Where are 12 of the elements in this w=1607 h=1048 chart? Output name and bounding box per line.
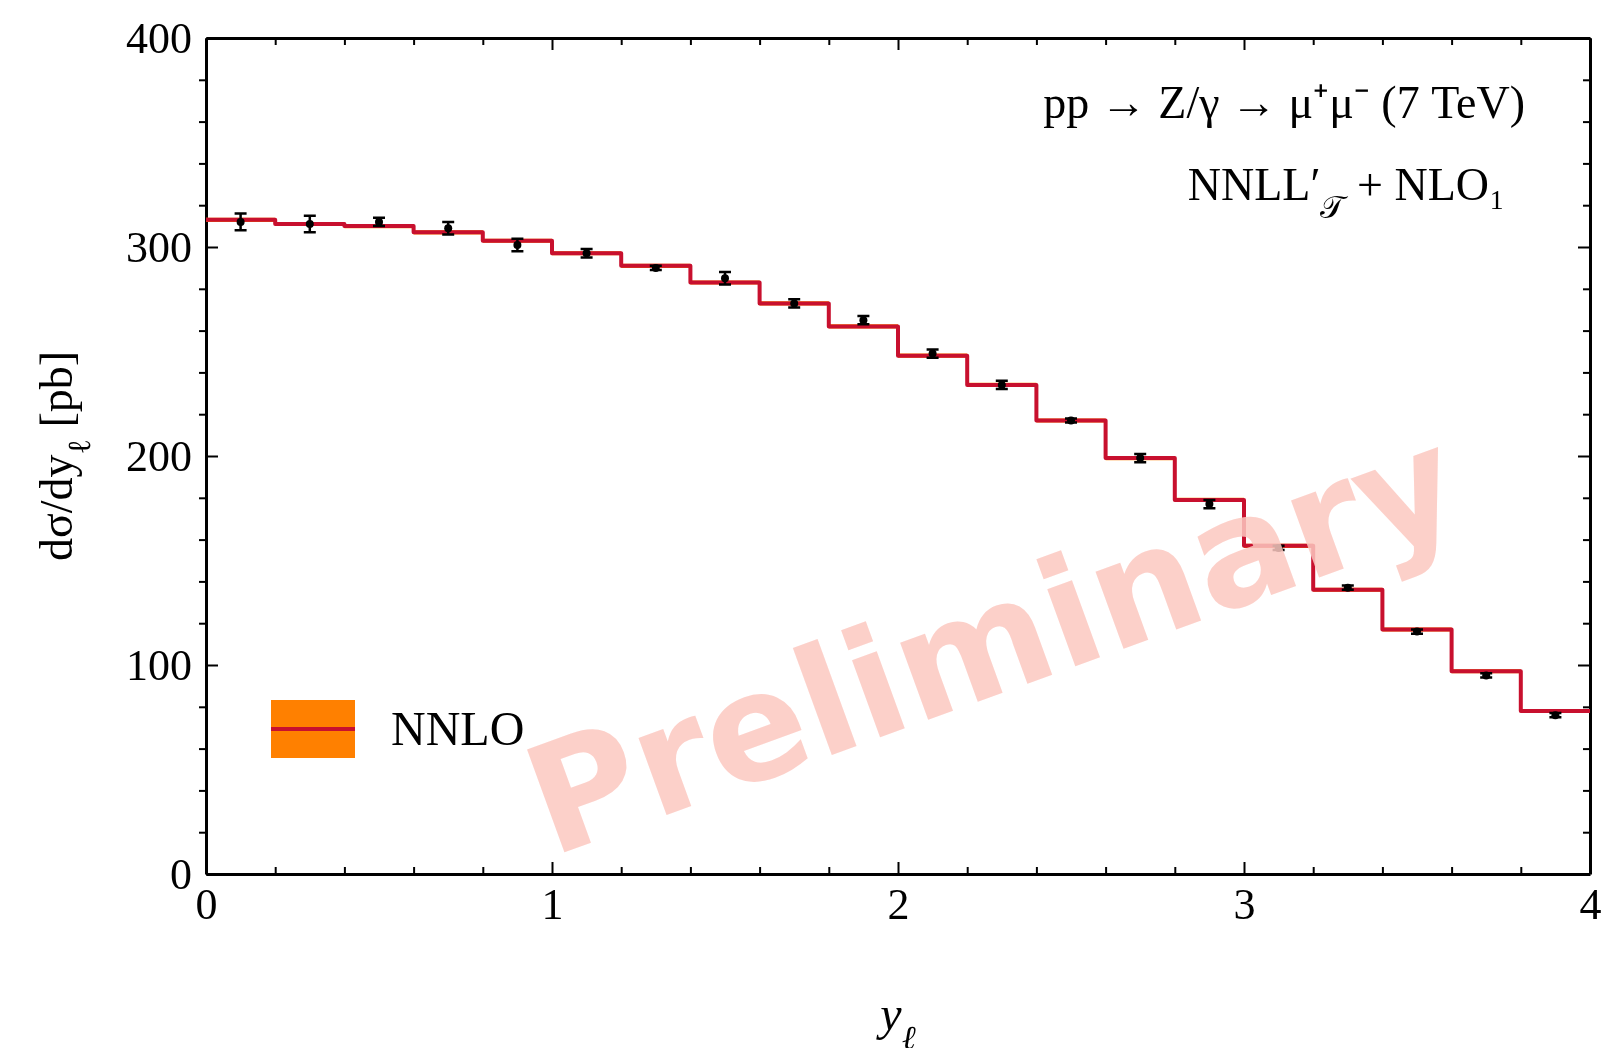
y-tick-label: 200 [126, 431, 192, 481]
text: NNLL′$_{𝒯}$ + NLO₁ [1187, 159, 1505, 225]
y-tick-label: 0 [170, 849, 192, 899]
y-tick-label: 300 [126, 222, 192, 272]
x-tick-label: 4 [1579, 880, 1602, 930]
y-tick-label: 400 [126, 13, 192, 63]
text: pp → Z/γ → μ⁺μ⁻ (7 TeV) [1043, 77, 1525, 128]
y-tick-label: 100 [126, 640, 192, 690]
x-tick-label: 1 [541, 880, 564, 930]
x-tick-label: 2 [887, 880, 910, 930]
x-tick-label: 3 [1233, 880, 1256, 930]
legend-label: NNLO [391, 702, 525, 755]
